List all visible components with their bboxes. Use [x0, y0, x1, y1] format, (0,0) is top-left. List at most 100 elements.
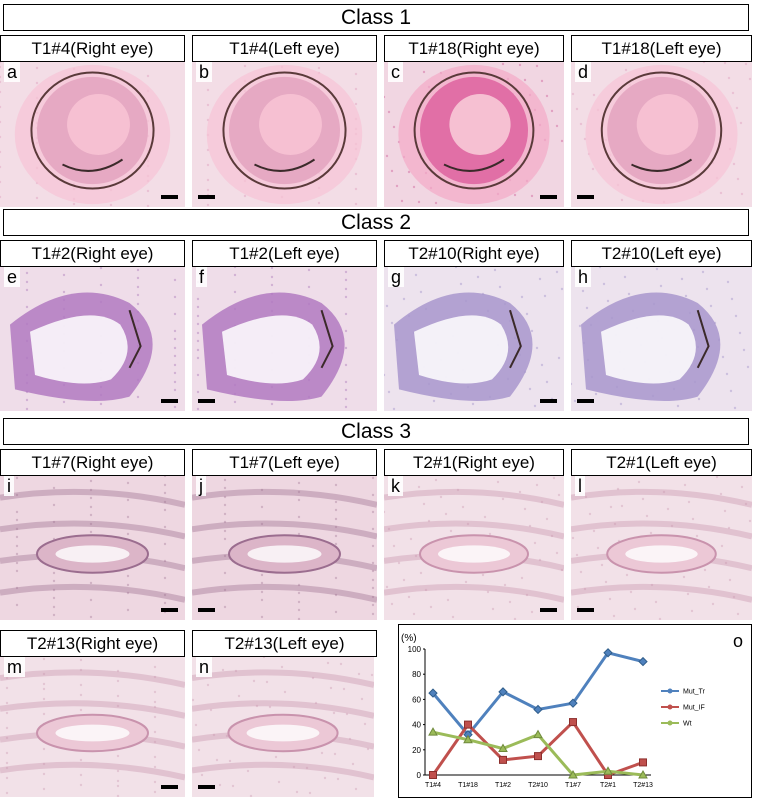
series-point-Wt	[533, 729, 543, 739]
x-tick-label: T2#13	[633, 782, 653, 789]
series-point-Mut_Tr	[428, 688, 438, 698]
micrograph-panel-b: b	[192, 62, 377, 207]
legend-label-Mut_Tr: Mut_Tr	[683, 689, 706, 696]
micrograph-panel-c: c	[384, 62, 564, 207]
panel-label-k: T2#1(Right eye)	[384, 449, 564, 476]
class-3-header: Class 3	[3, 418, 749, 445]
panel-letter-g: g	[388, 267, 405, 287]
series-point-Mut_IF	[464, 720, 472, 729]
x-tick-label: T2#10	[528, 782, 548, 789]
micrograph-image-a	[0, 62, 185, 207]
micrograph-image-n	[192, 657, 374, 797]
series-point-Wt	[498, 743, 508, 753]
series-point-Wt	[638, 769, 648, 779]
x-tick-label: T1#18	[458, 782, 478, 789]
micrograph-image-j	[192, 476, 377, 620]
y-tick-label: 100	[408, 645, 422, 654]
panel-letter-f: f	[196, 267, 208, 287]
series-point-Wt	[568, 769, 578, 779]
panel-letter-k: k	[388, 476, 403, 496]
series-point-Mut_Tr	[638, 656, 648, 667]
panel-letter-c: c	[388, 62, 403, 82]
panel-letter-h: h	[575, 267, 592, 287]
panel-letter-b: b	[196, 62, 213, 82]
micrograph-panel-n: n	[192, 657, 374, 797]
panel-label-a: T1#4(Right eye)	[0, 35, 185, 62]
legend-marker-Mut_Tr	[667, 688, 673, 694]
legend-label-Mut_IF: Mut_IF	[683, 705, 705, 712]
panel-letter-e: e	[4, 267, 21, 287]
panel-label-l: T2#1(Left eye)	[571, 449, 752, 476]
series-point-Mut_IF	[429, 771, 437, 779]
series-point-Mut_Tr	[498, 687, 508, 697]
micrograph-image-c	[384, 62, 564, 207]
series-point-Wt	[428, 727, 438, 736]
series-point-Mut_Tr	[568, 698, 578, 708]
panel-letter-i: i	[4, 476, 14, 496]
panel-label-d: T1#18(Left eye)	[571, 35, 752, 62]
class-2-header: Class 2	[3, 209, 749, 236]
x-tick-label: T1#4	[425, 782, 441, 789]
micrograph-panel-j: j	[192, 476, 377, 620]
legend-marker-Wt	[667, 720, 673, 726]
panel-letter-m: m	[4, 657, 25, 677]
micrograph-panel-i: i	[0, 476, 185, 620]
micrograph-image-f	[192, 267, 377, 411]
panel-label-g: T2#10(Right eye)	[384, 240, 564, 267]
percentage-line-chart: (%) o 0 20 40 60 80 100 T1#4 T1#18 T1#2 T2#10 T1#7 T2…	[398, 624, 752, 798]
micrograph-image-h	[571, 267, 752, 411]
micrograph-image-g	[384, 267, 564, 411]
series-point-Mut_Tr	[603, 648, 613, 658]
y-tick-label: 0	[417, 771, 422, 780]
series-point-Mut_IF	[639, 758, 647, 767]
panel-label-h: T2#10(Left eye)	[571, 240, 752, 267]
y-tick-label: 80	[412, 670, 421, 679]
panel-label-j: T1#7(Left eye)	[192, 449, 377, 476]
y-axis-unit: (%)	[401, 633, 417, 644]
panel-label-b: T1#4(Left eye)	[192, 35, 377, 62]
legend-label-Wt: Wt	[683, 721, 692, 728]
panel-letter-o: o	[733, 631, 743, 651]
panel-label-m: T2#13(Right eye)	[0, 630, 185, 657]
panel-letter-l: l	[575, 476, 585, 496]
micrograph-image-e	[0, 267, 185, 411]
panel-letter-j: j	[196, 476, 206, 496]
panel-letter-n: n	[196, 657, 213, 677]
x-tick-label: T2#1	[600, 782, 616, 789]
panel-label-f: T1#2(Left eye)	[192, 240, 377, 267]
micrograph-panel-g: g	[384, 267, 564, 411]
y-tick-label: 20	[412, 746, 421, 755]
series-point-Wt	[603, 766, 613, 775]
panel-letter-a: a	[4, 62, 21, 82]
micrograph-panel-d: d	[571, 62, 752, 207]
micrograph-image-l	[571, 476, 752, 620]
micrograph-panel-k: k	[384, 476, 564, 620]
series-point-Mut_Tr	[533, 704, 543, 715]
legend-marker-Mut_IF	[667, 704, 673, 710]
micrograph-panel-e: e	[0, 267, 185, 411]
micrograph-panel-l: l	[571, 476, 752, 620]
x-tick-label: T1#7	[565, 782, 581, 789]
chart-svg: (%) o 0 20 40 60 80 100 T1#4 T1#18 T1#2 T2#10 T1#7 T2…	[401, 631, 743, 789]
micrograph-panel-h: h	[571, 267, 752, 411]
micrograph-image-m	[0, 657, 185, 797]
micrograph-image-b	[192, 62, 377, 207]
series-point-Mut_IF	[534, 752, 542, 761]
micrograph-image-d	[571, 62, 752, 207]
x-tick-label: T1#2	[495, 782, 511, 789]
y-tick-label: 60	[412, 695, 421, 704]
class-1-header: Class 1	[3, 4, 749, 31]
series-point-Mut_IF	[499, 755, 507, 764]
micrograph-image-k	[384, 476, 564, 620]
micrograph-image-i	[0, 476, 185, 620]
panel-label-e: T1#2(Right eye)	[0, 240, 185, 267]
panel-label-c: T1#18(Right eye)	[384, 35, 564, 62]
panel-label-i: T1#7(Right eye)	[0, 449, 185, 476]
micrograph-panel-a: a	[0, 62, 185, 207]
series-point-Wt	[463, 734, 473, 744]
micrograph-panel-m: m	[0, 657, 185, 797]
y-tick-label: 40	[412, 721, 421, 730]
panel-label-n: T2#13(Left eye)	[192, 630, 377, 657]
series-point-Mut_IF	[569, 718, 577, 727]
micrograph-panel-f: f	[192, 267, 377, 411]
